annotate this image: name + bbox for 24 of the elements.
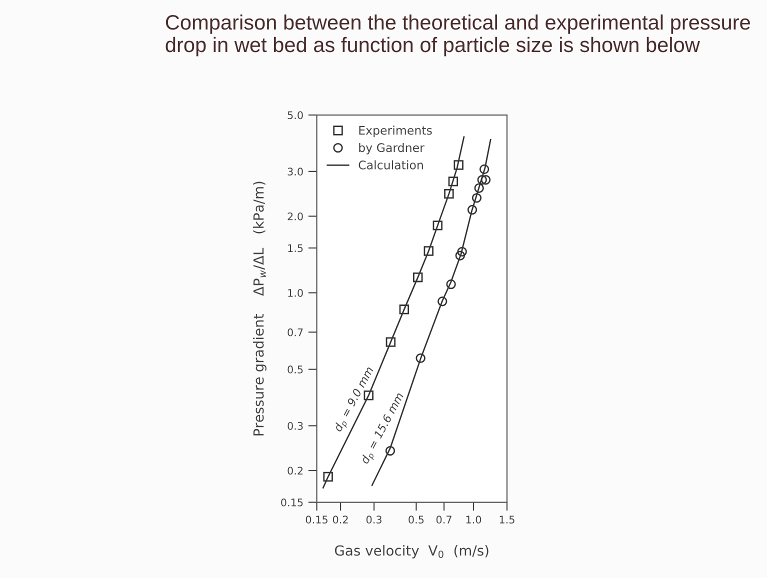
y-tick-label: 1.5	[288, 244, 303, 252]
legend-label: Experiments	[359, 126, 432, 138]
y-tick-label: 3.0	[288, 168, 303, 176]
x-tick-label: 0.15	[306, 516, 328, 524]
y-tick-label: 0.7	[288, 328, 303, 336]
legend-label: by Gardner	[359, 142, 424, 154]
y-tick-label: 1.0	[288, 288, 303, 297]
y-tick-label: 5.0	[288, 111, 303, 120]
y-axis-title: Pressure gradient ΔP$_{w}$/ΔL (kPa/m)	[253, 182, 266, 436]
x-tick-label: 0.3	[366, 516, 382, 524]
y-tick-label: 0.2	[288, 466, 303, 475]
y-tick-label: 2.0	[288, 212, 303, 220]
x-tick-label: 0.7	[436, 516, 452, 524]
x-tick-label: 1.0	[466, 516, 482, 524]
y-tick-label: 0.3	[288, 422, 303, 430]
x-axis-title: Gas velocity V$_{0}$ (m/s)	[334, 545, 488, 558]
annotation: d$_{p}$ = 15.6 mm	[360, 392, 407, 466]
chart-title: Comparison between the theoretical and experimental pressure drop in wet bed as function of particle size is shown below	[166, 14, 750, 56]
legend-label: Calculation	[358, 160, 423, 170]
y-tick-label: 0.5	[288, 366, 303, 374]
x-tick-label: 0.5	[408, 516, 424, 524]
y-tick-label: 0.15	[281, 498, 303, 506]
x-tick-label: 1.5	[500, 516, 514, 524]
x-tick-label: 0.2	[332, 516, 348, 524]
